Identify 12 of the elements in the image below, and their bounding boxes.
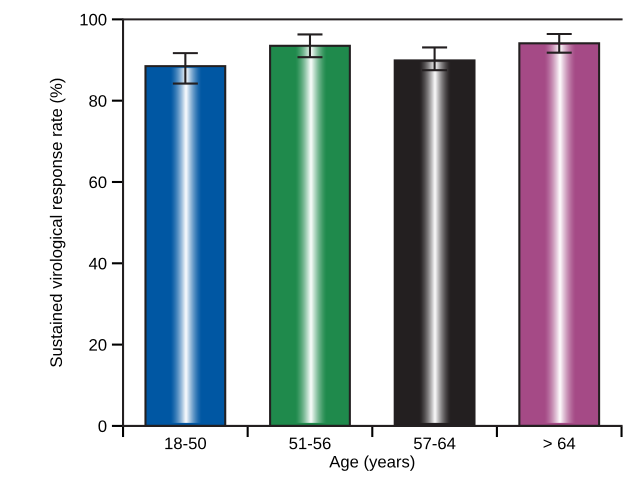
- y-tick-label: 0: [98, 420, 106, 432]
- x-tick-label: 51-56: [289, 437, 331, 450]
- y-tick-label: 20: [89, 339, 106, 351]
- y-tick-label: 40: [88, 258, 106, 270]
- x-tick-label: > 64: [544, 437, 576, 450]
- x-axis-title: Age (years): [329, 455, 414, 471]
- y-tick-label: 80: [89, 95, 106, 107]
- x-tick-label: 18-50: [165, 437, 206, 450]
- x-tick-label: 57-64: [414, 437, 456, 450]
- y-tick-label: 100: [80, 14, 106, 26]
- y-axis-title: Sustained virological response rate (%): [50, 78, 66, 367]
- y-tick-label: 60: [89, 176, 106, 188]
